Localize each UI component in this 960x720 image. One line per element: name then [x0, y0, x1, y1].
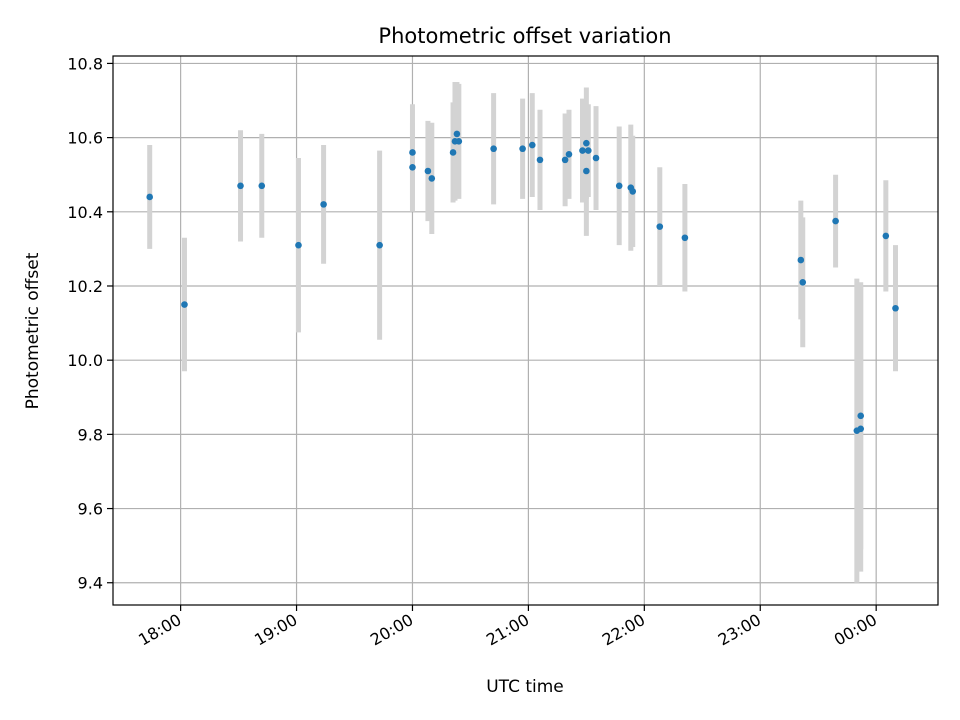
y-tick-label: 10.0 [67, 351, 103, 370]
data-point [536, 156, 544, 164]
y-axis: 9.4 9.6 9.8 10.0 10.2 10.4 10.6 10.8 [67, 54, 113, 593]
data-point [453, 130, 461, 138]
data-point [615, 182, 623, 190]
plot-frame [112, 55, 939, 606]
data-point [237, 182, 244, 190]
data-point [857, 425, 865, 433]
y-tick-label: 10.8 [67, 54, 103, 73]
y-tick-label: 10.2 [67, 277, 103, 296]
data-point [656, 223, 664, 230]
data-point [832, 217, 839, 225]
data-point [519, 145, 526, 153]
y-tick-label: 10.4 [67, 203, 103, 222]
data-point [455, 138, 463, 145]
data-point [592, 154, 600, 162]
data-point [428, 175, 436, 182]
data-point [892, 304, 899, 312]
y-tick-label: 9.4 [78, 574, 103, 593]
data-point [409, 149, 416, 156]
data-point [424, 167, 432, 175]
data-point [584, 147, 592, 154]
data-point [258, 182, 266, 190]
data-point [579, 147, 586, 154]
data-point [295, 241, 302, 249]
data-point [629, 188, 637, 195]
data-point [181, 301, 188, 308]
data-points [146, 130, 899, 434]
y-axis-title: Photometric offset [23, 252, 43, 409]
y-tick-label: 9.6 [78, 500, 103, 519]
data-point [857, 412, 865, 420]
data-point [490, 145, 497, 153]
data-point [882, 232, 890, 240]
data-point [799, 278, 807, 286]
y-tick-label: 10.6 [67, 129, 103, 148]
data-point [449, 149, 457, 156]
data-point [565, 151, 573, 158]
data-point [320, 201, 327, 208]
x-axis-title: UTC time [486, 677, 564, 697]
data-point [146, 193, 154, 201]
data-point [376, 241, 383, 249]
data-point [528, 141, 536, 149]
data-point [583, 139, 590, 147]
data-point [583, 167, 590, 175]
y-tick-label: 9.8 [78, 425, 103, 444]
data-point [561, 156, 569, 164]
data-point [409, 163, 416, 171]
chart-title: Photometric offset variation [378, 24, 671, 48]
data-point [797, 256, 805, 264]
data-point [681, 234, 689, 242]
